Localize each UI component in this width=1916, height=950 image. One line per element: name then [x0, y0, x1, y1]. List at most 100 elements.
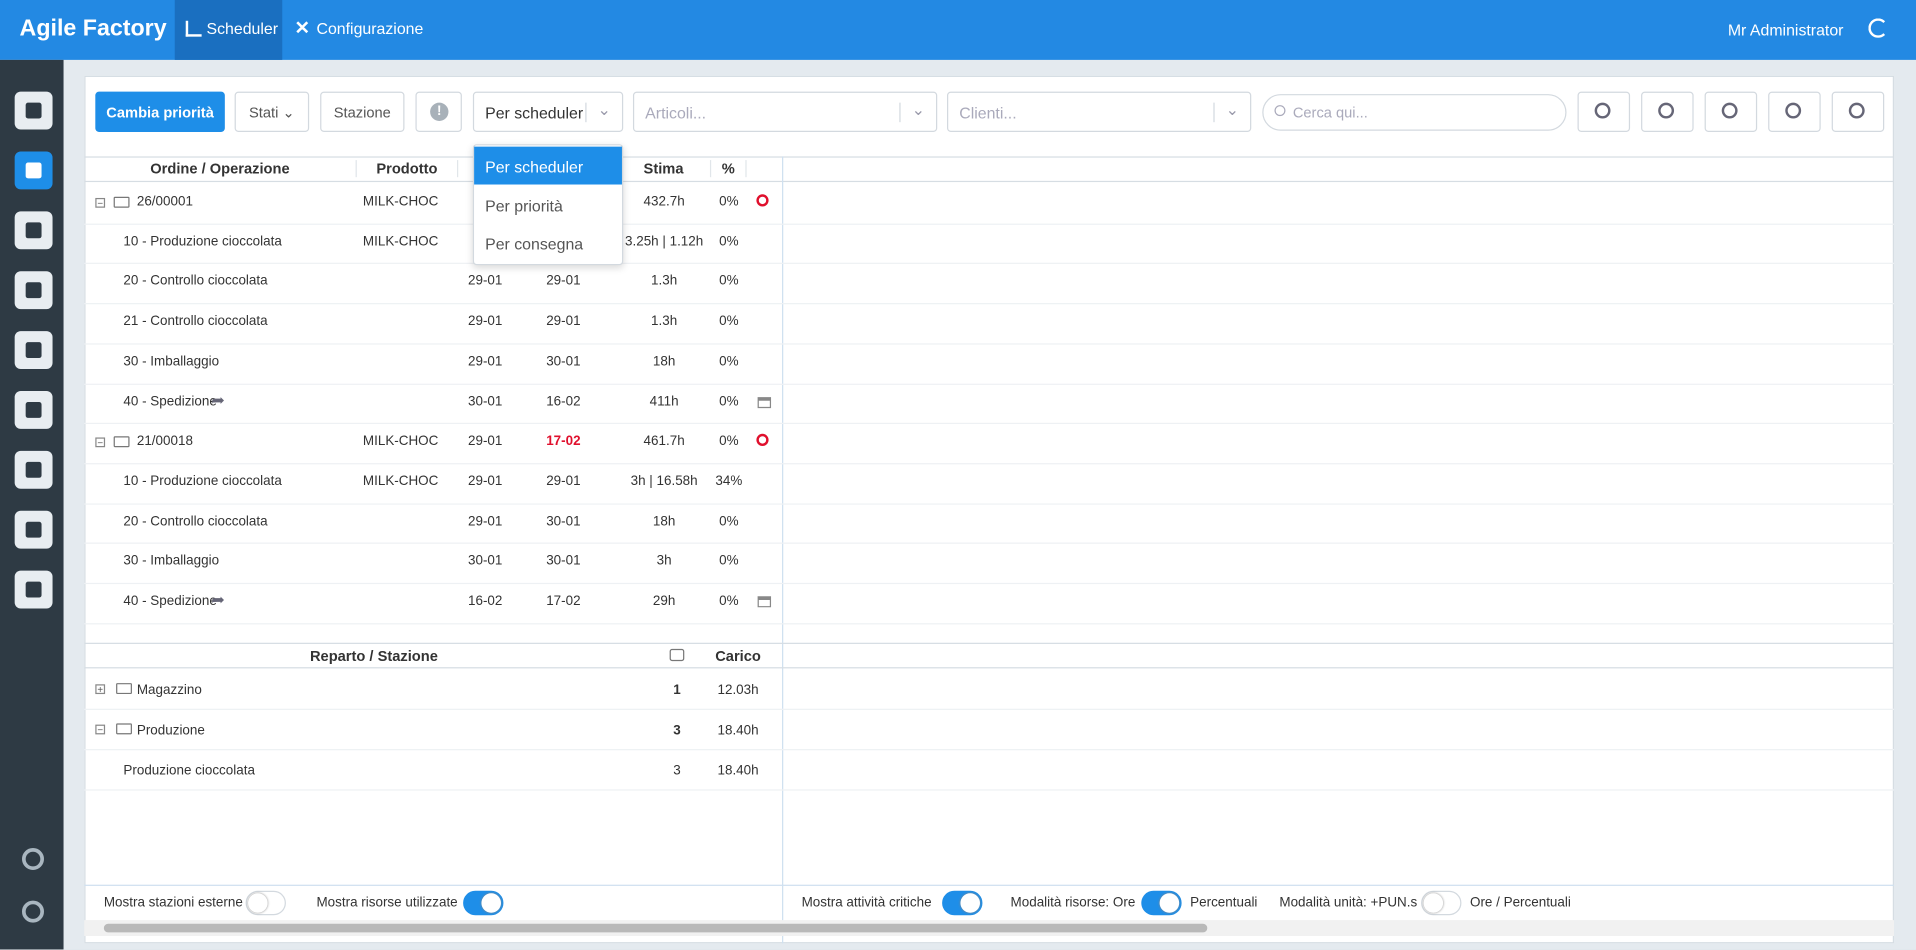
end: 30-01: [546, 513, 581, 529]
priority-button[interactable]: Cambia priorità: [95, 91, 225, 132]
station-name: Magazzino: [136, 683, 202, 698]
select-divider: [1213, 102, 1215, 123]
progress: 0%: [719, 194, 739, 209]
station-name: Produzione: [136, 723, 205, 739]
menu-option[interactable]: Per priorità: [474, 185, 622, 224]
start: 29-01: [468, 473, 503, 489]
estimate: 411h: [649, 394, 679, 409]
nav-button[interactable]: [14, 151, 53, 190]
nav-button[interactable]: [14, 271, 53, 310]
select-text: Per scheduler: [485, 103, 584, 123]
resource-icon: [669, 648, 685, 662]
start: 29-01: [468, 314, 503, 329]
nav-button[interactable]: [14, 211, 53, 250]
toggle-switch[interactable]: [942, 890, 983, 916]
progress: 0%: [719, 314, 739, 329]
estimate: 29h: [652, 593, 676, 609]
clock-icon: [756, 434, 769, 447]
progress: 34%: [715, 473, 743, 489]
station-load: 18.40h: [717, 723, 759, 739]
order-name: 20 - Controllo cioccolata: [123, 274, 268, 289]
menu-option[interactable]: Per consegna: [474, 223, 622, 262]
start: 16-02: [468, 593, 503, 609]
toggle-switch[interactable]: [245, 890, 286, 916]
calendar-icon: [757, 596, 772, 608]
expand-button[interactable]: −: [95, 197, 106, 208]
start: 30-01: [468, 553, 503, 569]
icon: [1658, 102, 1675, 119]
toggle-switch[interactable]: [1421, 890, 1462, 916]
nav-glyph: [25, 402, 42, 418]
nav-glyph: [25, 581, 42, 598]
product: MILK-CHOC: [362, 194, 439, 209]
nav-button[interactable]: [14, 391, 53, 429]
expand-button[interactable]: −: [95, 437, 106, 448]
tab[interactable]: Scheduler: [206, 19, 279, 38]
expand-button[interactable]: +: [95, 684, 106, 695]
nav-button[interactable]: [21, 900, 44, 923]
order-name: 20 - Controllo cioccolata: [123, 513, 268, 529]
folder-icon: [113, 196, 130, 208]
icon-button[interactable]: [1641, 91, 1694, 132]
row-line: [84, 749, 1895, 751]
toggle-label: Mostra attività critiche: [801, 895, 932, 911]
folder-icon: [113, 436, 130, 448]
select[interactable]: Per scheduler ⌄: [472, 91, 624, 132]
start: 29-01: [468, 354, 503, 369]
sidebar: [0, 59, 64, 950]
estimate: 18h: [652, 354, 676, 369]
select-text: Articoli...: [645, 103, 707, 123]
end: 29-01: [546, 274, 581, 289]
station-count: 3: [673, 763, 681, 779]
station-count: 1: [673, 683, 681, 698]
tab-icon: [185, 20, 202, 37]
nav-button[interactable]: [14, 450, 53, 489]
icon-button[interactable]: [1704, 91, 1758, 132]
end: 30-01: [546, 553, 581, 569]
toggle-switch[interactable]: [463, 890, 504, 916]
menu-option[interactable]: Per scheduler: [474, 146, 622, 185]
row-line: [84, 622, 1895, 625]
select[interactable]: Articoli... ⌄: [632, 91, 938, 132]
icon: [1848, 102, 1865, 119]
scroll-thumb[interactable]: [103, 923, 1208, 933]
nav-button[interactable]: [14, 570, 53, 609]
column-header: Reparto / Stazione: [309, 647, 438, 665]
panel: [84, 75, 1895, 944]
nav-button[interactable]: [14, 510, 53, 549]
start: 29-01: [468, 513, 503, 529]
toggle-after: Percentuali: [1190, 895, 1258, 911]
tab-icon: ✕: [294, 18, 310, 40]
tab[interactable]: Configurazione: [316, 19, 424, 38]
order-name: 40 - Spedizione: [123, 593, 217, 609]
states-button[interactable]: Stati ⌄: [234, 91, 310, 132]
station-button[interactable]: Stazione: [320, 91, 405, 132]
toggle-knob: [1423, 893, 1444, 913]
top-bar: [0, 0, 1916, 60]
select[interactable]: Clienti... ⌄: [947, 91, 1252, 132]
row-line: [84, 789, 1895, 791]
nav-button[interactable]: [21, 848, 44, 871]
product: MILK-CHOC: [362, 434, 439, 449]
toggle-label: Mostra risorse utilizzate: [316, 895, 458, 911]
icon-button[interactable]: [1768, 91, 1821, 132]
nav-button[interactable]: [14, 91, 53, 130]
search-text: Cerca qui...: [1292, 103, 1368, 121]
user[interactable]: Mr Administrator: [1727, 20, 1844, 40]
toggle-switch[interactable]: [1141, 890, 1182, 916]
nav-button[interactable]: [14, 331, 53, 370]
column-header: Stima: [617, 160, 712, 178]
footer: [84, 884, 1895, 920]
expand-button[interactable]: −: [95, 724, 106, 735]
nav-glyph: [25, 222, 42, 239]
search-box[interactable]: Cerca qui...: [1262, 94, 1567, 131]
alert-button[interactable]: !: [415, 91, 462, 132]
row-line: [84, 423, 1895, 425]
progress: 0%: [719, 394, 739, 409]
station-count: 3: [673, 723, 681, 739]
start: 29-01: [468, 274, 503, 289]
row-line: [84, 343, 1895, 345]
icon-button[interactable]: [1831, 91, 1885, 132]
estimate: 1.3h: [651, 274, 678, 289]
icon-button[interactable]: [1577, 91, 1631, 132]
